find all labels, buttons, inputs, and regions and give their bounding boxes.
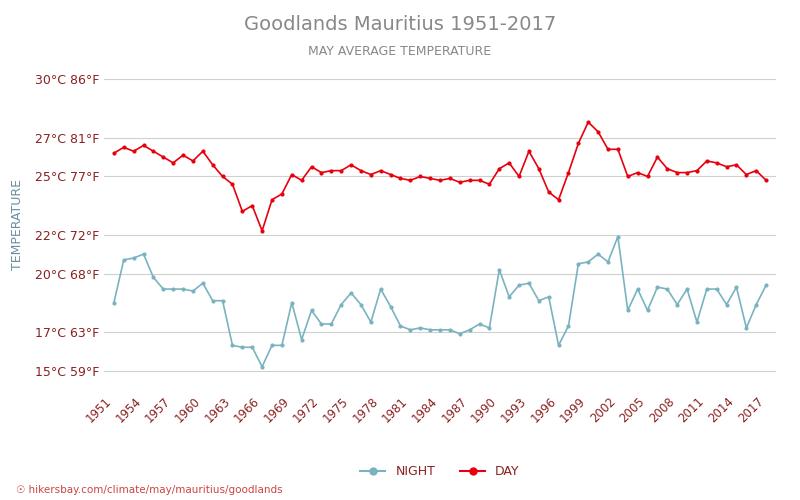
Line: DAY: DAY: [112, 120, 768, 233]
DAY: [386, 172, 395, 177]
Text: Goodlands Mauritius 1951-2017: Goodlands Mauritius 1951-2017: [244, 15, 556, 34]
NIGHT: [762, 282, 771, 288]
NIGHT: [623, 308, 633, 314]
NIGHT: [188, 288, 198, 294]
NIGHT: [109, 300, 118, 306]
NIGHT: [258, 364, 267, 370]
DAY: [722, 164, 731, 170]
NIGHT: [613, 234, 622, 239]
DAY: [158, 154, 168, 160]
Line: NIGHT: NIGHT: [112, 234, 768, 369]
Text: ☉ hikersbay.com/climate/may/mauritius/goodlands: ☉ hikersbay.com/climate/may/mauritius/go…: [16, 485, 282, 495]
NIGHT: [386, 304, 395, 310]
DAY: [583, 119, 593, 125]
DAY: [109, 150, 118, 156]
DAY: [762, 178, 771, 184]
NIGHT: [722, 302, 731, 308]
NIGHT: [158, 286, 168, 292]
Y-axis label: TEMPERATURE: TEMPERATURE: [10, 180, 23, 270]
DAY: [415, 174, 425, 180]
Text: MAY AVERAGE TEMPERATURE: MAY AVERAGE TEMPERATURE: [309, 45, 491, 58]
DAY: [258, 228, 267, 234]
Legend: NIGHT, DAY: NIGHT, DAY: [355, 460, 525, 483]
DAY: [623, 174, 633, 180]
DAY: [188, 158, 198, 164]
NIGHT: [415, 325, 425, 331]
